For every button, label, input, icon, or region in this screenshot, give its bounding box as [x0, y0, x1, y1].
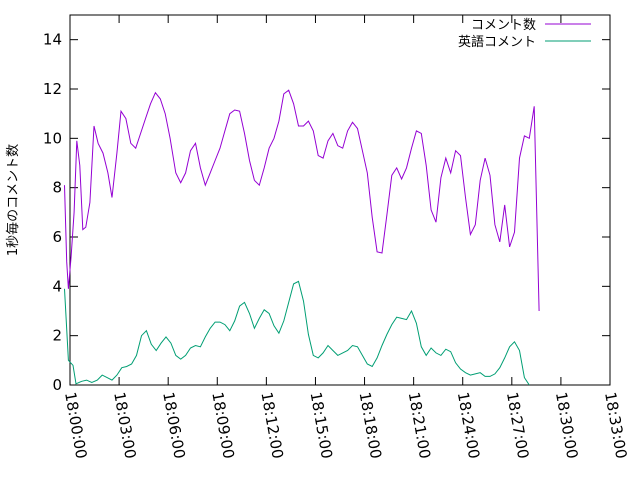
y-tick-label: 8 [52, 179, 62, 197]
x-tick-label: 18:03:00 [110, 391, 139, 460]
y-axis: 0 2 4 6 8 10 12 14 [43, 31, 610, 394]
x-axis: 18:00:00 18:03:00 18:06:00 18:09:00 18:12:00… [61, 15, 630, 460]
x-tick-label: 18:12:00 [257, 391, 286, 460]
x-tick-label: 18:09:00 [208, 391, 237, 460]
y-tick-label: 10 [43, 129, 62, 147]
x-tick-label: 18:06:00 [159, 391, 188, 460]
x-tick-label: 18:24:00 [454, 391, 483, 460]
legend-label: コメント数 [471, 18, 536, 33]
x-tick-label: 18:30:00 [552, 391, 581, 460]
x-tick-label: 18:21:00 [405, 391, 434, 460]
series-layer [64, 89, 540, 386]
y-tick-label: 6 [52, 228, 62, 246]
x-tick-label: 18:18:00 [356, 391, 385, 460]
series-line-0 [64, 89, 540, 312]
y-tick-label: 12 [43, 80, 62, 98]
x-tick-label: 18:00:00 [61, 391, 90, 460]
y-axis-label: 1秒毎のコメント数 [5, 144, 21, 256]
legend-label: 英語コメント [458, 34, 536, 50]
y-tick-label: 2 [52, 327, 62, 345]
plot-border [69, 14, 611, 386]
y-tick-label: 4 [52, 277, 62, 295]
series-line-1 [64, 280, 530, 386]
x-tick-label: 18:33:00 [601, 391, 630, 460]
plot-area [69, 14, 611, 386]
y-tick-label: 0 [52, 376, 62, 394]
x-tick-label: 18:15:00 [307, 391, 336, 460]
x-tick-label: 18:27:00 [503, 391, 532, 460]
y-tick-label: 14 [43, 31, 62, 49]
